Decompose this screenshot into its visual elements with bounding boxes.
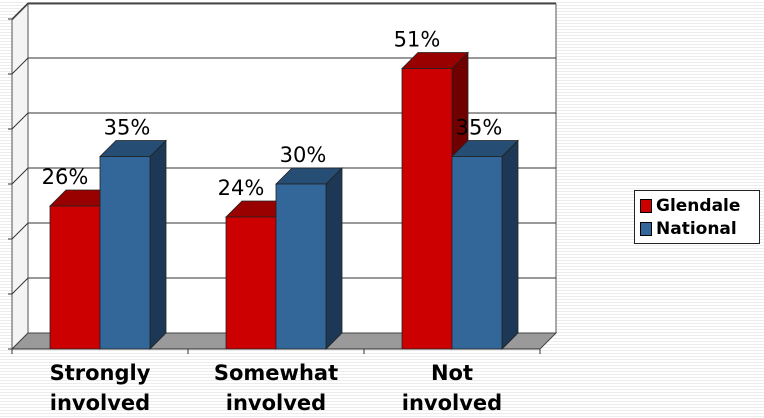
bar-national-1-side: [149, 139, 167, 350]
gridline-side: [11, 57, 29, 75]
legend-item-glendale: Glendale: [640, 194, 754, 217]
x-tick-label: involved: [50, 391, 150, 414]
bar-glendale-2: [225, 216, 277, 350]
x-tick-label: involved: [226, 391, 326, 414]
bar-national-3-side: [501, 139, 519, 350]
bar-national-3: [451, 156, 503, 350]
legend-swatch-national: [640, 221, 652, 236]
bar-glendale-1: [49, 205, 101, 350]
x-tick-label: Not: [431, 361, 473, 385]
bar-glendale-3: [401, 68, 453, 350]
data-label-national-2: 30%: [280, 143, 327, 167]
legend-label-national: National: [656, 218, 737, 239]
legend: Glendale National: [634, 190, 760, 244]
x-tick-label: Somewhat: [214, 361, 338, 385]
gridline-side: [11, 277, 29, 295]
legend-item-national: National: [640, 217, 754, 240]
bar-national-2-side: [325, 167, 343, 350]
gridline-side: [11, 167, 29, 185]
data-label-glendale-2: 24%: [218, 176, 265, 200]
data-label-national-1: 35%: [104, 116, 151, 140]
bar-national-2: [275, 183, 327, 350]
data-label-glendale-3: 51%: [394, 28, 441, 52]
gridline-side: [11, 112, 29, 130]
x-tick-label: involved: [402, 391, 502, 414]
bar-national-1: [99, 156, 151, 350]
legend-swatch-glendale: [640, 198, 652, 213]
gridline-side: [11, 2, 29, 20]
legend-label-glendale: Glendale: [656, 195, 741, 216]
x-tick-label: Strongly: [50, 361, 151, 385]
data-label-glendale-1: 26%: [42, 165, 89, 189]
data-label-national-3: 35%: [456, 116, 503, 140]
gridline-side: [11, 222, 29, 240]
